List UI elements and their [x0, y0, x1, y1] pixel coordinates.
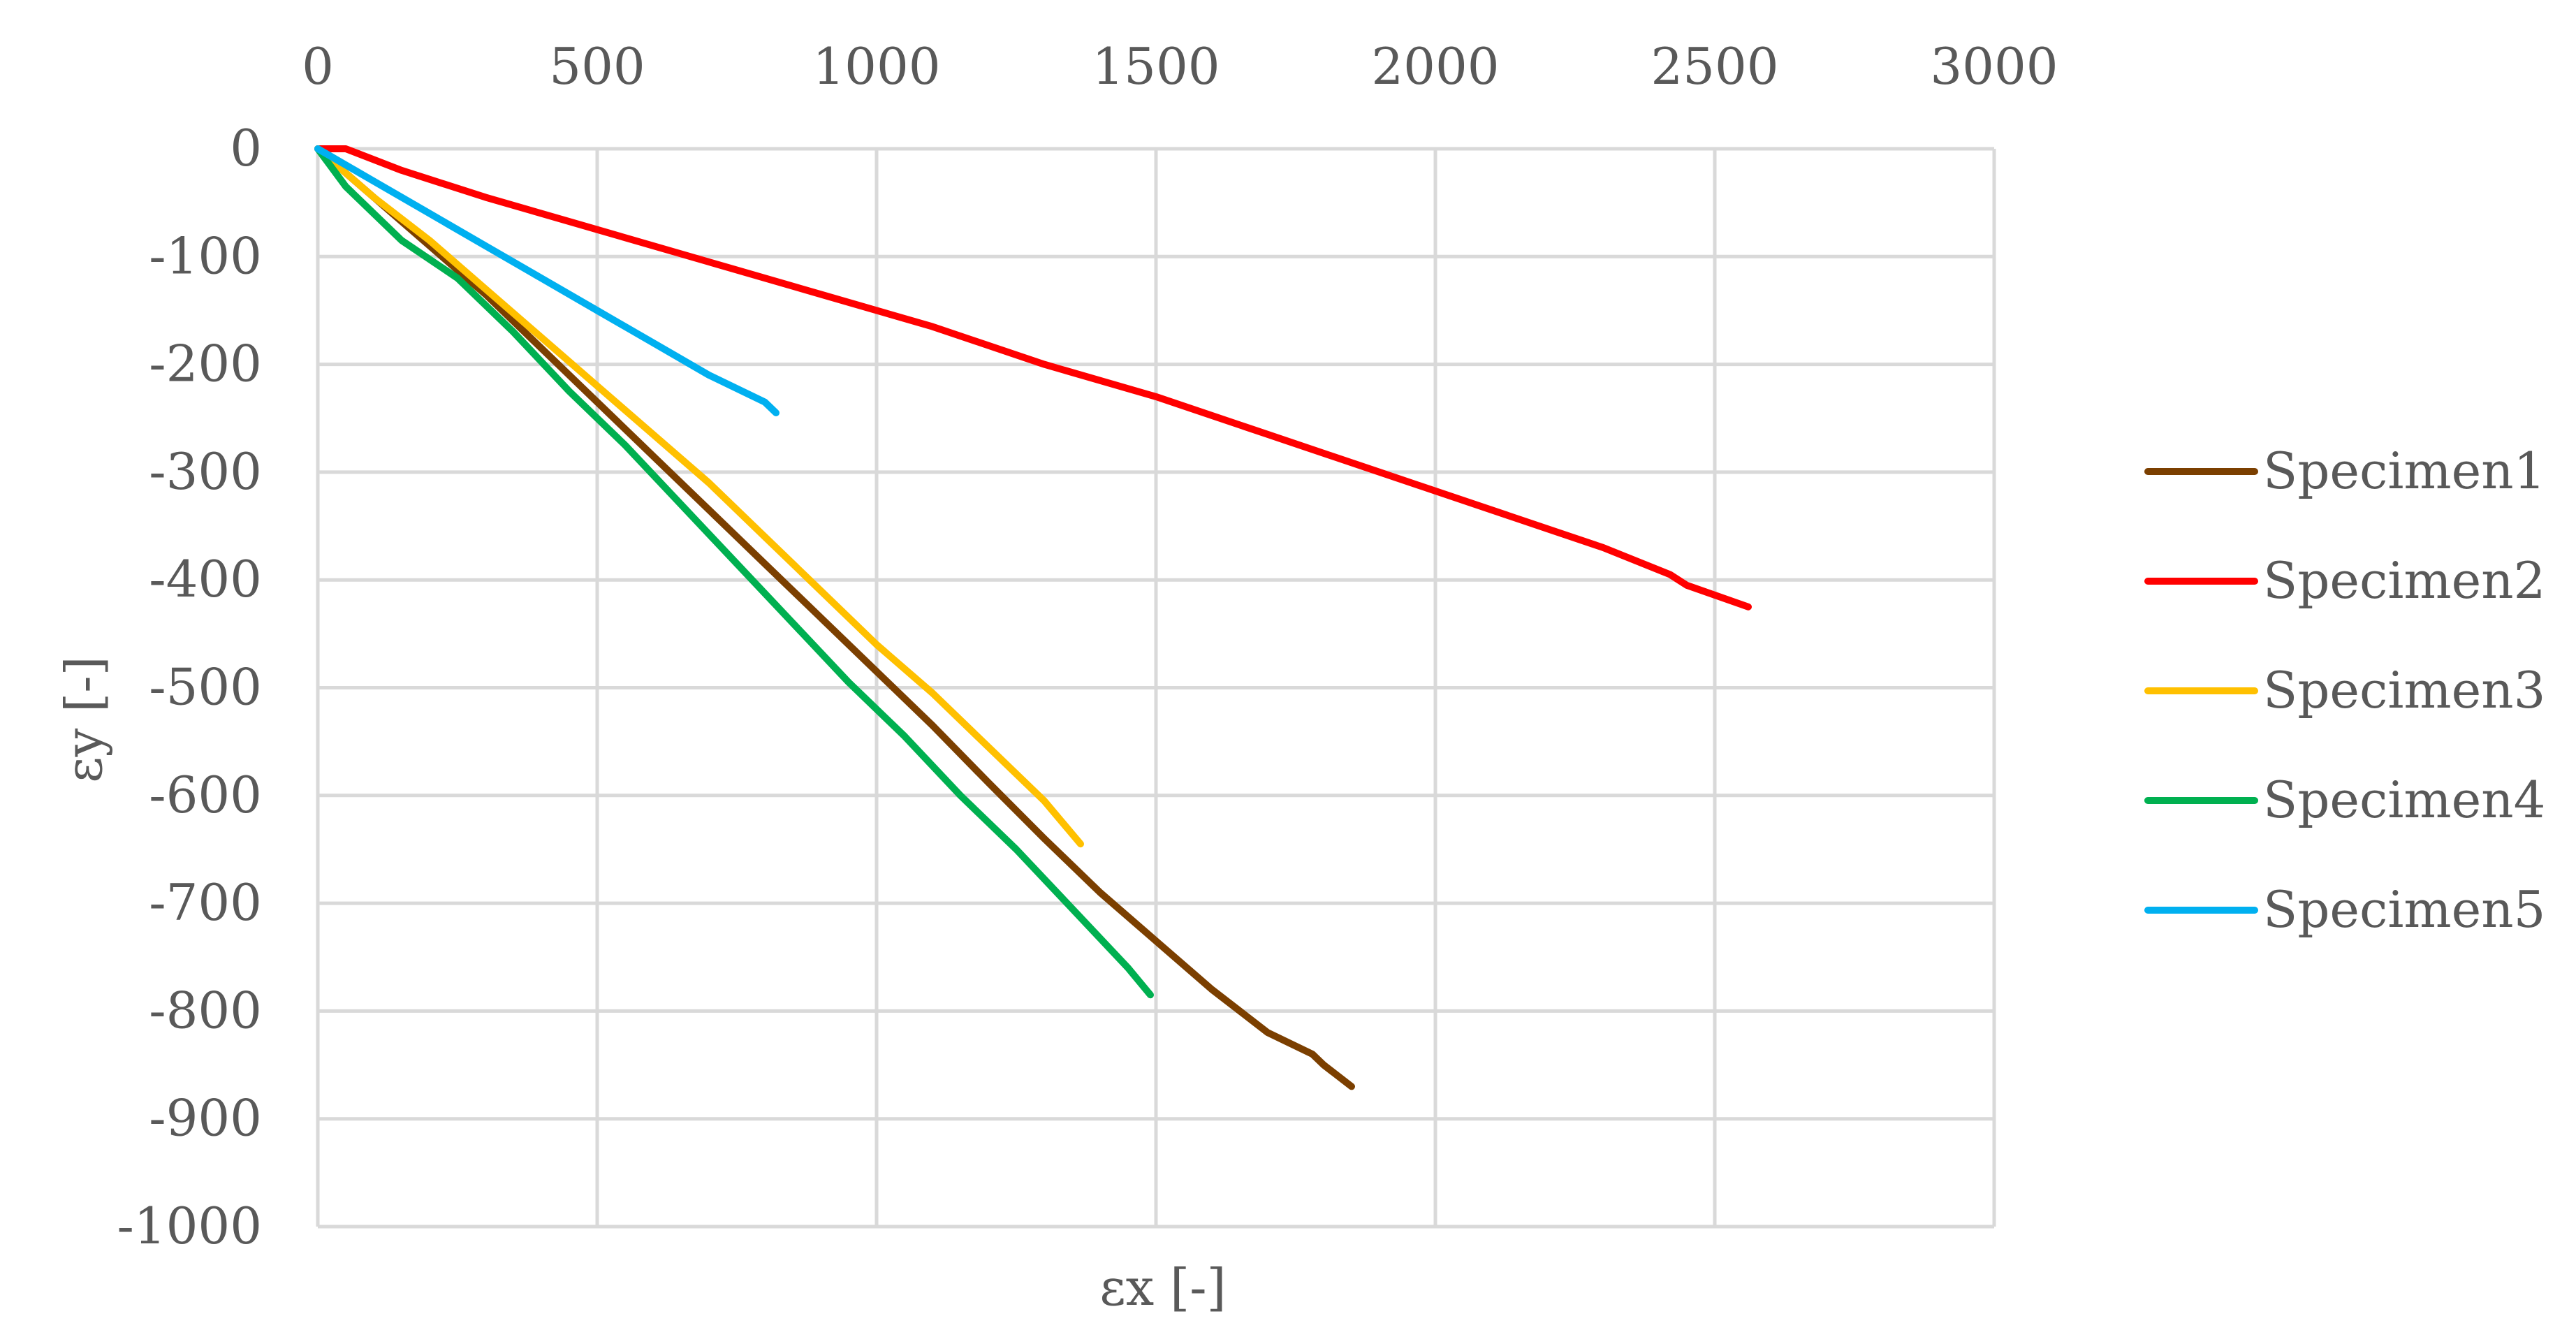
legend-label: Specimen4: [2263, 770, 2545, 829]
x-axis-title: εx [-]: [1099, 1258, 1226, 1317]
y-tick-label: -800: [149, 981, 262, 1039]
series-line-specimen4: [314, 145, 1154, 999]
x-tick-label: 2000: [1371, 37, 1499, 96]
x-tick-label: 1500: [1092, 37, 1220, 96]
legend-item: Specimen1: [2144, 441, 2545, 500]
x-tick-label: 2500: [1651, 37, 1778, 96]
x-tick-label: 0: [302, 37, 334, 96]
y-tick-label: -1000: [117, 1197, 262, 1255]
x-tick-label: 3000: [1930, 37, 2058, 96]
series-line-specimen5: [314, 145, 780, 416]
grid: [316, 147, 1996, 1229]
legend-label: Specimen1: [2263, 441, 2545, 500]
y-tick-label: -900: [149, 1089, 262, 1148]
legend-item: Specimen5: [2144, 880, 2545, 939]
series-line-specimen2: [314, 145, 1752, 611]
y-tick-label: -200: [149, 335, 262, 393]
y-tick-label: -300: [149, 442, 262, 501]
y-tick-label: -100: [149, 226, 262, 285]
legend: Specimen1 Specimen2 Specimen3 Specimen4 Spec…: [2144, 441, 2545, 939]
y-tick-label: -600: [149, 766, 262, 824]
legend-label: Specimen2: [2263, 551, 2545, 610]
series-lines: [314, 145, 1752, 1090]
series-line-specimen3: [314, 145, 1084, 848]
y-tick-label: -400: [149, 550, 262, 608]
y-tick-label: 0: [230, 119, 262, 177]
legend-label: Specimen5: [2263, 880, 2545, 939]
x-tick-label: 1000: [812, 37, 940, 96]
legend-item: Specimen4: [2144, 770, 2545, 829]
y-axis-title: εy [-]: [54, 656, 113, 782]
legend-item: Specimen3: [2144, 661, 2545, 719]
y-tick-labels: 0 -100 -200 -300 -400 -500 -600 -700 -800 -900 -10…: [117, 119, 262, 1255]
legend-label: Specimen3: [2263, 661, 2545, 719]
x-tick-labels: 0 500 1000 1500 2000 2500 3000: [302, 37, 2058, 96]
series-line-specimen1: [314, 145, 1355, 1090]
y-tick-label: -500: [149, 658, 262, 717]
x-tick-label: 500: [549, 37, 645, 96]
y-tick-label: -700: [149, 873, 262, 932]
legend-item: Specimen2: [2144, 551, 2545, 610]
